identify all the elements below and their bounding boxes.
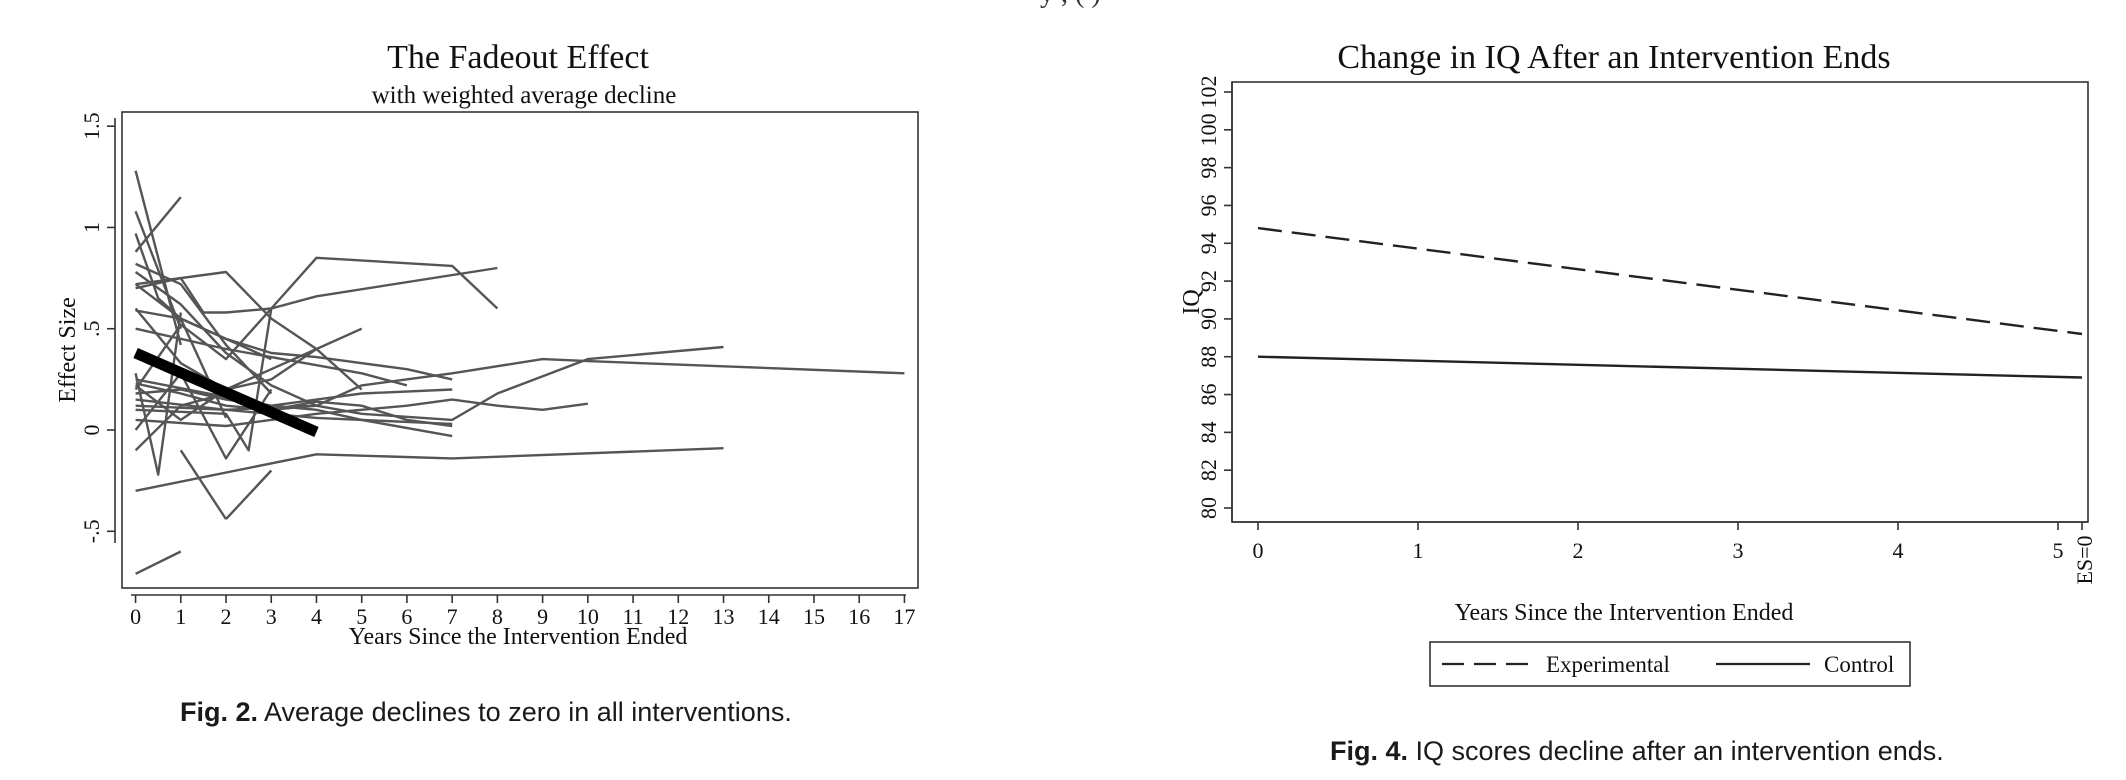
legend-experimental-label: Experimental [1546, 652, 1670, 677]
study-line-study-16 [135, 308, 273, 452]
study-line-study-2 [134, 210, 182, 330]
cropped-header-fragment: y , ( ) [1040, 0, 1101, 10]
series-line-experimental [1257, 226, 2083, 336]
chart1-x-tick-label: 12 [667, 604, 689, 629]
chart2-y-tick-label: 84 [1196, 421, 1221, 443]
chart1-x-tick-label: 11 [622, 604, 643, 629]
chart1-x-tick-label: 0 [130, 604, 141, 629]
chart2-title: Change in IQ After an Intervention Ends [1337, 39, 1890, 76]
chart1-y-tick-label: -.5 [79, 519, 104, 543]
chart2-x-tick-label: 5 [2053, 538, 2064, 563]
study-line-study-3 [134, 196, 182, 253]
chart1-plot-frame [121, 111, 919, 589]
study-line-study-22 [135, 404, 453, 426]
chart1-x-tick-label: 13 [713, 604, 735, 629]
chart1-x-tick-label: 15 [803, 604, 825, 629]
chart1-y-tick-label: 0 [79, 425, 104, 436]
chart1-x-tick-label: 14 [758, 604, 780, 629]
fig4-caption-label: Fig. 4. [1330, 736, 1409, 766]
study-line-study-25 [225, 469, 273, 520]
study-line-study-20 [135, 357, 905, 411]
chart2-y-tick-label: 98 [1196, 157, 1221, 179]
fig4-caption-text: IQ scores decline after an intervention … [1408, 736, 1944, 766]
chart1-y-axis-label: Effect Size [55, 297, 81, 403]
study-line-study-26 [135, 447, 724, 492]
chart1-x-tick-label: 17 [893, 604, 915, 629]
study-line-study-27 [135, 550, 182, 575]
study-line-study-24 [179, 449, 228, 520]
study-line-study-9 [135, 266, 498, 314]
chart2-y-tick-label: 90 [1196, 308, 1221, 330]
chart2-plot-frame [1231, 81, 2089, 523]
fig2-caption-text: Average declines to zero in all interven… [258, 697, 792, 727]
chart2-y-tick-label: 82 [1196, 459, 1221, 481]
chart1-x-tick-label: 9 [537, 604, 548, 629]
chart2-x-axis-label: Years Since the Intervention Ended [1455, 600, 1794, 626]
study-line-study-6 [134, 271, 317, 407]
chart2-x-tick-label: 2 [1573, 538, 1584, 563]
weighted-average-line [133, 347, 319, 438]
study-line-study-12 [134, 307, 363, 391]
chart1-x-tick-label: 3 [266, 604, 277, 629]
chart2-y-tick-label: 88 [1196, 346, 1221, 368]
chart2-y-tick-label: 102 [1196, 76, 1221, 109]
chart2-y-axis-label: IQ [1179, 289, 1205, 314]
chart2-legend-box [1429, 641, 1911, 687]
study-line-study-8 [135, 270, 363, 391]
chart2-y-tick-label: 86 [1196, 384, 1221, 406]
chart1-x-tick-label: 8 [492, 604, 503, 629]
study-line-study-21 [135, 398, 588, 428]
chart2-y-tick-label: 100 [1196, 113, 1221, 146]
chart1-x-tick-label: 5 [356, 604, 367, 629]
chart1-subtitle: with weighted average decline [372, 82, 677, 109]
study-line-study-1 [134, 170, 182, 346]
chart1-x-tick-label: 16 [848, 604, 870, 629]
chart2-y-tick-label: 92 [1196, 270, 1221, 292]
study-line-study-19 [135, 345, 724, 422]
chart1-x-tick-label: 7 [447, 604, 458, 629]
chart1-x-tick-label: 1 [175, 604, 186, 629]
chart2-y-tick-label: 94 [1196, 232, 1221, 254]
fig4-caption: Fig. 4. IQ scores decline after an inter… [1330, 736, 1944, 767]
chart1-y-tick-label: 1 [79, 222, 104, 233]
chart2-y-tick-label: 96 [1196, 194, 1221, 216]
chart1-x-tick-label: 4 [311, 604, 322, 629]
series-line-control [1257, 355, 2083, 379]
chart1-x-tick-label: 10 [577, 604, 599, 629]
chart2-es0-tick-label: ES=0 [2072, 535, 2097, 584]
study-line-study-11 [135, 327, 408, 387]
chart2-x-tick-label: 0 [1253, 538, 1264, 563]
chart1-y-tick-label: 1.5 [79, 112, 104, 140]
chart2-y-tick-label: 80 [1196, 497, 1221, 519]
chart1-x-tick-label: 6 [401, 604, 412, 629]
chart1-x-tick-label: 2 [221, 604, 232, 629]
chart2-x-tick-label: 4 [1893, 538, 1904, 563]
fig2-caption-label: Fig. 2. [180, 697, 259, 727]
chart1-x-axis-label: Years Since the Intervention Ended [349, 624, 688, 650]
legend-control-label: Control [1824, 652, 1894, 677]
chart2-x-tick-label: 3 [1733, 538, 1744, 563]
chart2-x-tick-label: 1 [1413, 538, 1424, 563]
fig2-caption: Fig. 2. Average declines to zero in all … [180, 697, 792, 728]
chart1-title: The Fadeout Effect [387, 39, 649, 76]
chart1-y-tick-label: .5 [79, 320, 104, 337]
